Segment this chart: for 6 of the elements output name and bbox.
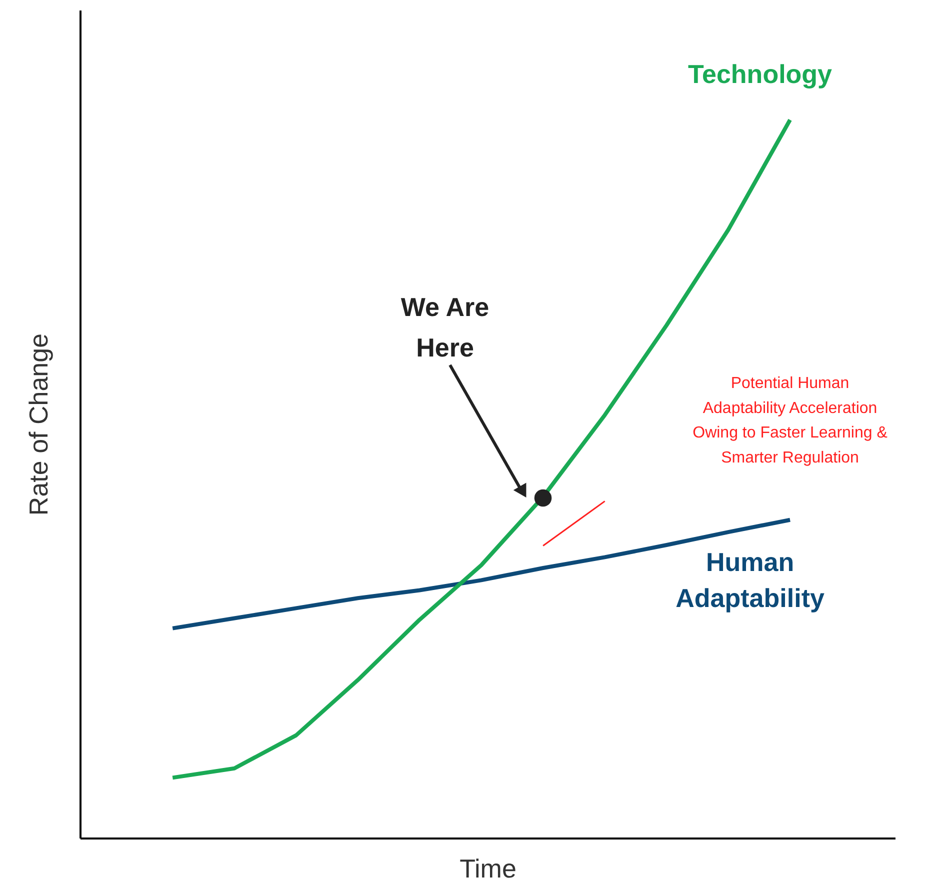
annotation: We Are Here [400,292,490,362]
series-label: Human Adaptability [676,546,825,613]
y-axis-title: Rate of Change [24,333,54,516]
annotation: Potential Human Adaptability Acceleration Owing to Faster Learning & Smarter Regulation [692,375,888,466]
x-axis-title: Time [460,854,516,884]
text: Technology [688,58,833,89]
